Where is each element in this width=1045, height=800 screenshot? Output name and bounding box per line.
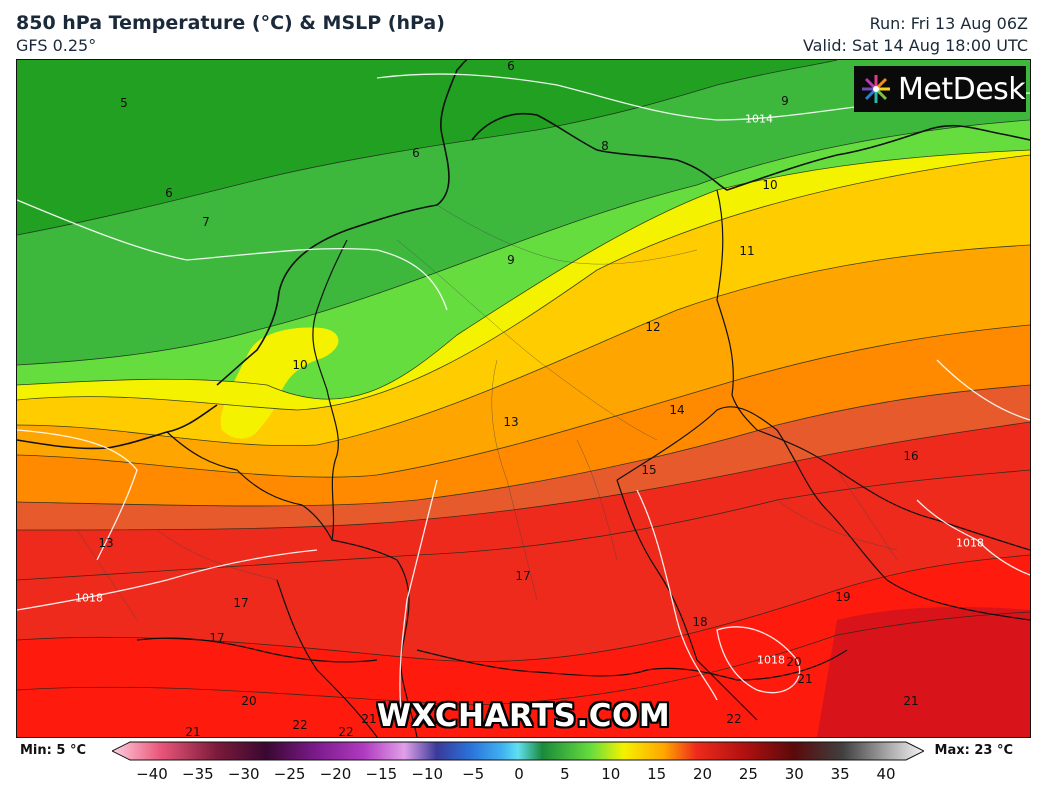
temperature-contour-label: 10 — [292, 358, 308, 372]
temperature-contour-label: 13 — [98, 536, 114, 550]
isobar-label: 1018 — [757, 653, 785, 667]
temperature-contour-label: 6 — [507, 59, 515, 73]
temperature-contour-label: 11 — [739, 244, 755, 258]
temperature-contour-label: 10 — [762, 178, 778, 192]
temperature-contour-label: 21 — [185, 725, 201, 738]
temperature-contour-label: 22 — [338, 725, 354, 738]
color-scale-tick: −5 — [462, 765, 485, 783]
valid-time: Valid: Sat 14 Aug 18:00 UTC — [802, 36, 1028, 55]
color-scale-tick: 40 — [876, 765, 896, 783]
color-scale-tick: 15 — [647, 765, 667, 783]
model-name: GFS 0.25° — [16, 36, 97, 55]
logo-text: MetDesk — [898, 71, 1026, 107]
temperature-contour-label: 16 — [903, 449, 919, 463]
wxcharts-watermark: WXCHARTS.COM — [376, 698, 671, 734]
temperature-contour-label: 19 — [835, 590, 851, 604]
color-scale-tick: −40 — [136, 765, 168, 783]
max-temperature-label: Max: 23 °C — [934, 743, 1013, 758]
chart-title: 850 hPa Temperature (°C) & MSLP (hPa) — [16, 12, 445, 34]
temperature-contour-label: 20 — [786, 655, 802, 669]
temperature-contour-label: 14 — [669, 403, 685, 417]
color-scale-tick: −20 — [319, 765, 352, 783]
color-scale-tick: 20 — [692, 765, 713, 783]
color-scale-tick: −25 — [273, 765, 306, 783]
temperature-contour-label: 21 — [903, 694, 919, 708]
temperature-contour-label: 6 — [412, 146, 420, 160]
temperature-contour-label: 8 — [601, 139, 609, 153]
color-scale-tick: −15 — [365, 765, 398, 783]
color-scale-tick: 30 — [784, 765, 804, 783]
temperature-contour-label: 22 — [292, 718, 308, 732]
temperature-contour-label: 18 — [692, 615, 708, 629]
temperature-contour-label: 9 — [781, 94, 789, 108]
temperature-contour-label: 15 — [641, 463, 657, 477]
color-scale-tick: −35 — [182, 765, 214, 783]
temperature-contour-label: 7 — [202, 215, 210, 229]
temperature-contour-label: 21 — [797, 672, 813, 686]
color-scale-tick: 35 — [830, 765, 850, 783]
temperature-contour-label: 6 — [165, 186, 173, 200]
temperature-contour-label: 17 — [233, 596, 249, 610]
isobar-label: 1014 — [745, 112, 773, 126]
temperature-contour-label: 22 — [726, 712, 742, 726]
color-scale-tick: 25 — [738, 765, 758, 783]
temperature-contour-label: 12 — [645, 320, 661, 334]
isobar-label: 1018 — [75, 591, 103, 605]
color-scale-tick: −10 — [411, 765, 444, 783]
color-scale-tick: 5 — [560, 765, 570, 783]
temperature-contour-label: 5 — [120, 96, 128, 110]
temperature-contour-label: 17 — [515, 569, 531, 583]
metdesk-logo: MetDesk — [854, 66, 1026, 112]
temperature-contour-label: 9 — [507, 253, 515, 267]
color-scale-tick: −30 — [227, 765, 260, 783]
temperature-contour-label: 17 — [209, 631, 225, 645]
metdesk-spark-icon — [862, 75, 890, 103]
color-scale-tick: 0 — [514, 765, 524, 783]
run-time: Run: Fri 13 Aug 06Z — [869, 14, 1028, 33]
temperature-contour-label: 13 — [503, 415, 519, 429]
temperature-contour-label: 20 — [241, 694, 257, 708]
min-temperature-label: Min: 5 °C — [20, 743, 86, 758]
color-scale-tick: 10 — [601, 765, 621, 783]
color-scale-bar — [112, 741, 924, 761]
isobar-label: 1018 — [956, 536, 984, 550]
temperature-field — [17, 60, 1030, 737]
temperature-contour-label: 21 — [361, 712, 377, 726]
weather-map[interactable]: 5 6 6 6 7 8 9 9 10 10 11 12 13 13 14 15 16 17 17 17 18 19 20 20… — [16, 59, 1031, 738]
